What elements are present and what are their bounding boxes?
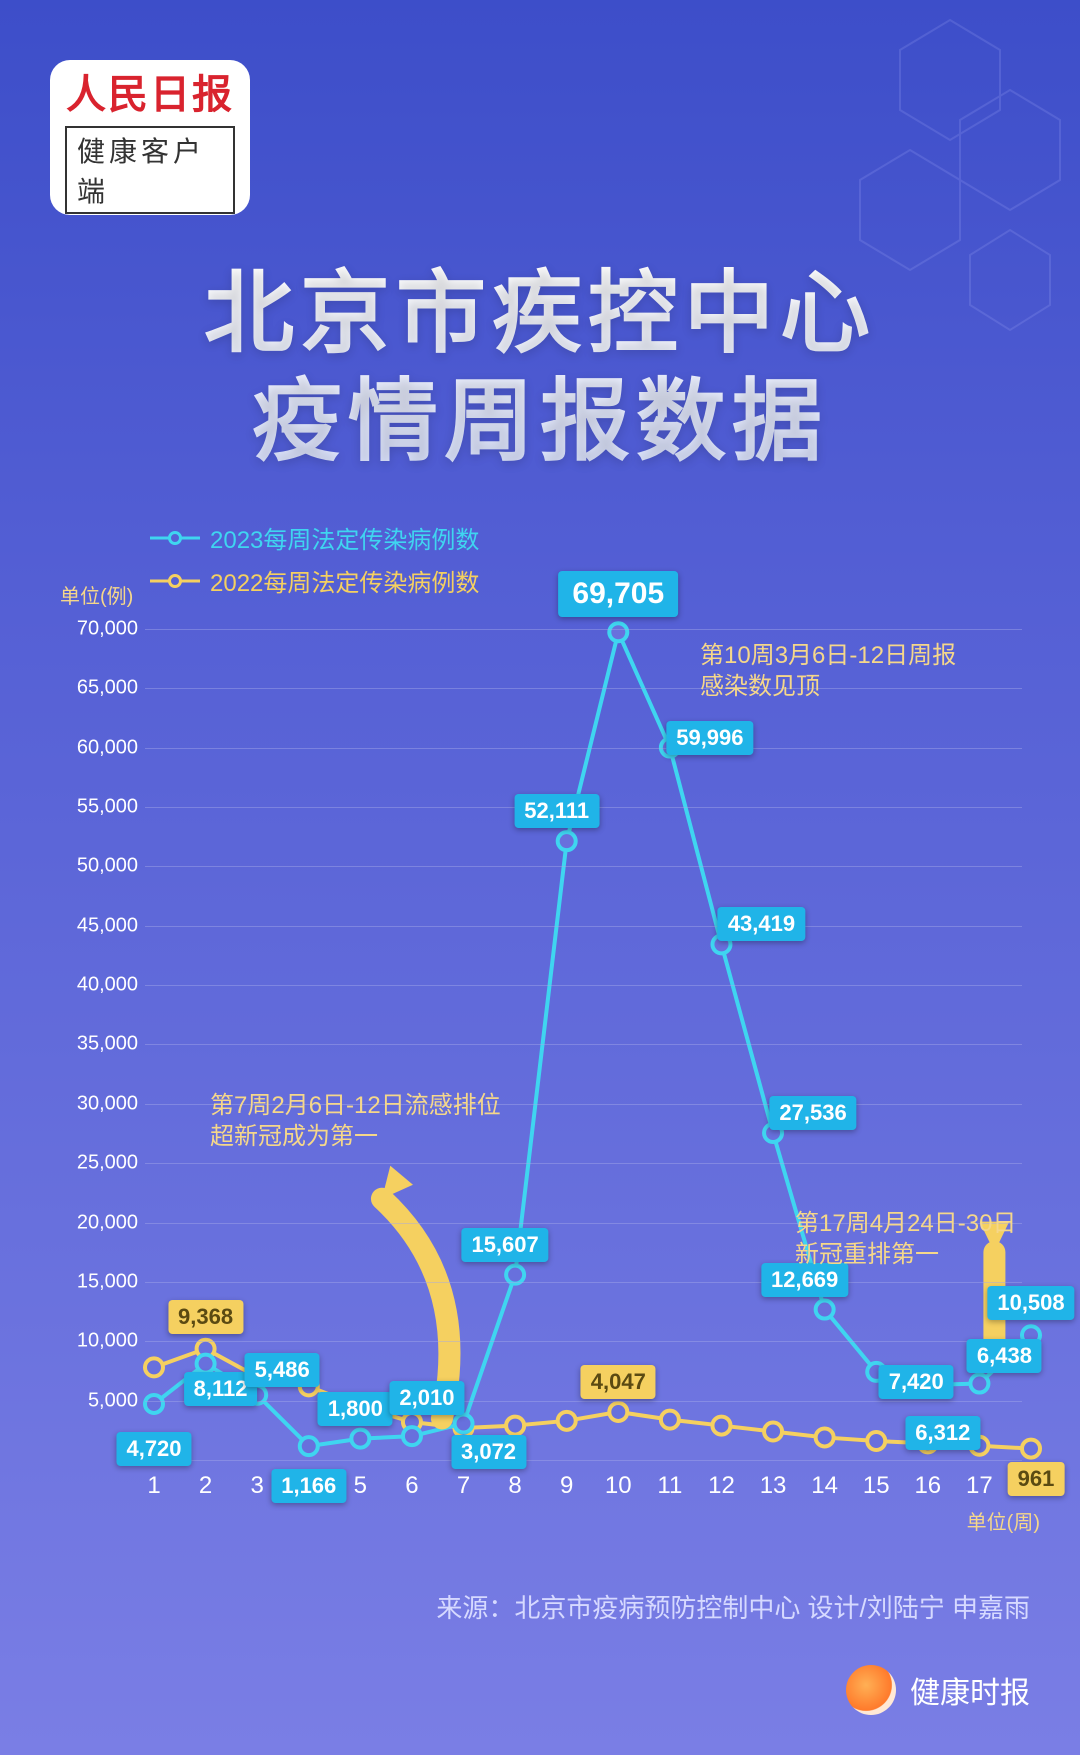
- y-tick-label: 10,000: [60, 1330, 138, 1353]
- y-tick-label: 35,000: [60, 1033, 138, 1056]
- legend-label: 2022每周法定传染病例数: [210, 563, 479, 598]
- data-label-2023: 7,420: [879, 1365, 954, 1399]
- x-tick-label: 6: [405, 1472, 418, 1500]
- legend: 2023每周法定传染病例数 2022每周法定传染病例数: [150, 520, 479, 606]
- chart: 2023每周法定传染病例数 2022每周法定传染病例数 单位(例) 单位(周) …: [60, 520, 1040, 1520]
- main-title: 北京市疾控中心 疫情周报数据: [0, 260, 1080, 476]
- y-tick-label: 40,000: [60, 974, 138, 997]
- gridline: [145, 1460, 1022, 1461]
- y-tick-label: 55,000: [60, 795, 138, 818]
- data-label-2023: 6,312: [905, 1416, 980, 1450]
- legend-label: 2023每周法定传染病例数: [210, 520, 479, 555]
- x-tick-label: 15: [863, 1472, 890, 1500]
- data-label-2023: 27,536: [769, 1096, 856, 1130]
- gridline: [145, 926, 1022, 927]
- y-axis-unit: 单位(例): [60, 580, 133, 609]
- data-label-2023: 6,438: [967, 1339, 1042, 1373]
- data-label-2023: 4,720: [116, 1432, 191, 1466]
- footer-icon: [846, 1665, 896, 1715]
- x-tick-label: 12: [708, 1472, 735, 1500]
- data-label-2023: 69,705: [558, 571, 678, 617]
- x-tick-label: 14: [811, 1472, 838, 1500]
- gridline: [145, 866, 1022, 867]
- gridline: [145, 985, 1022, 986]
- y-tick-label: 45,000: [60, 914, 138, 937]
- plot-area: 单位(周) 05,00010,00015,00020,00025,00030,0…: [145, 605, 1040, 1460]
- data-label-2023: 43,419: [718, 907, 805, 941]
- x-tick-label: 17: [966, 1472, 993, 1500]
- y-tick-label: 60,000: [60, 736, 138, 759]
- footer-logo: 健康时报: [846, 1665, 1030, 1715]
- data-label-2023: 1,800: [318, 1392, 393, 1426]
- data-label-2022: 4,047: [581, 1365, 656, 1399]
- legend-item-2023: 2023每周法定传染病例数: [150, 520, 479, 555]
- logo-name: 人民日报: [66, 62, 234, 120]
- data-label-2022: 9,368: [168, 1300, 243, 1334]
- title-line: 疫情周报数据: [0, 368, 1080, 476]
- gridline: [145, 1044, 1022, 1045]
- x-tick-label: 9: [560, 1472, 573, 1500]
- data-label-2023: 15,607: [461, 1228, 548, 1262]
- x-tick-label: 11: [657, 1472, 682, 1500]
- y-tick-label: 70,000: [60, 617, 138, 640]
- x-tick-label: 13: [760, 1472, 787, 1500]
- y-tick-label: 50,000: [60, 855, 138, 878]
- source-credit: 来源：北京市疫病预防控制中心 设计/刘陆宁 申嘉雨: [436, 1588, 1030, 1625]
- annotation-week17: 第17周4月24日-30日 新冠重排第一: [795, 1208, 1016, 1270]
- publisher-logo: 人民日报 健康客户端: [50, 60, 250, 215]
- y-tick-label: 30,000: [60, 1092, 138, 1115]
- data-label-2023: 5,486: [245, 1353, 320, 1387]
- y-tick-label: 65,000: [60, 677, 138, 700]
- title-line: 北京市疾控中心: [0, 260, 1080, 368]
- x-tick-label: 1: [147, 1472, 160, 1500]
- y-tick-label: 15,000: [60, 1270, 138, 1293]
- data-label-2023: 2,010: [389, 1381, 464, 1415]
- x-tick-label: 8: [508, 1472, 521, 1500]
- gridline: [145, 629, 1022, 630]
- data-label-2022: 961: [1008, 1462, 1065, 1496]
- data-label-2023: 3,072: [451, 1435, 526, 1469]
- x-tick-label: 16: [914, 1472, 941, 1500]
- gridline: [145, 748, 1022, 749]
- x-axis-unit: 单位(周): [967, 1506, 1040, 1535]
- footer-text: 健康时报: [910, 1668, 1030, 1712]
- x-tick-label: 3: [250, 1472, 263, 1500]
- legend-item-2022: 2022每周法定传染病例数: [150, 563, 479, 598]
- gridline: [145, 1341, 1022, 1342]
- y-tick-label: 20,000: [60, 1211, 138, 1234]
- annotation-week7: 第7周2月6日-12日流感排位 超新冠成为第一: [210, 1090, 501, 1152]
- y-tick-label: 25,000: [60, 1152, 138, 1175]
- gridline: [145, 1401, 1022, 1402]
- line-layer: [145, 605, 1040, 1460]
- logo-sub: 健康客户端: [65, 126, 235, 214]
- gridline: [145, 1282, 1022, 1283]
- x-tick-label: 7: [457, 1472, 470, 1500]
- data-label-2023: 59,996: [666, 721, 753, 755]
- gridline: [145, 1163, 1022, 1164]
- data-label-2023: 52,111: [514, 794, 599, 828]
- x-tick-label: 5: [354, 1472, 367, 1500]
- data-label-2023: 1,166: [271, 1469, 346, 1503]
- annotation-peak: 第10周3月6日-12日周报 感染数见顶: [700, 640, 956, 702]
- data-label-2023: 10,508: [987, 1286, 1074, 1320]
- y-tick-label: 5,000: [60, 1389, 138, 1412]
- x-tick-label: 10: [605, 1472, 632, 1500]
- x-tick-label: 2: [199, 1472, 212, 1500]
